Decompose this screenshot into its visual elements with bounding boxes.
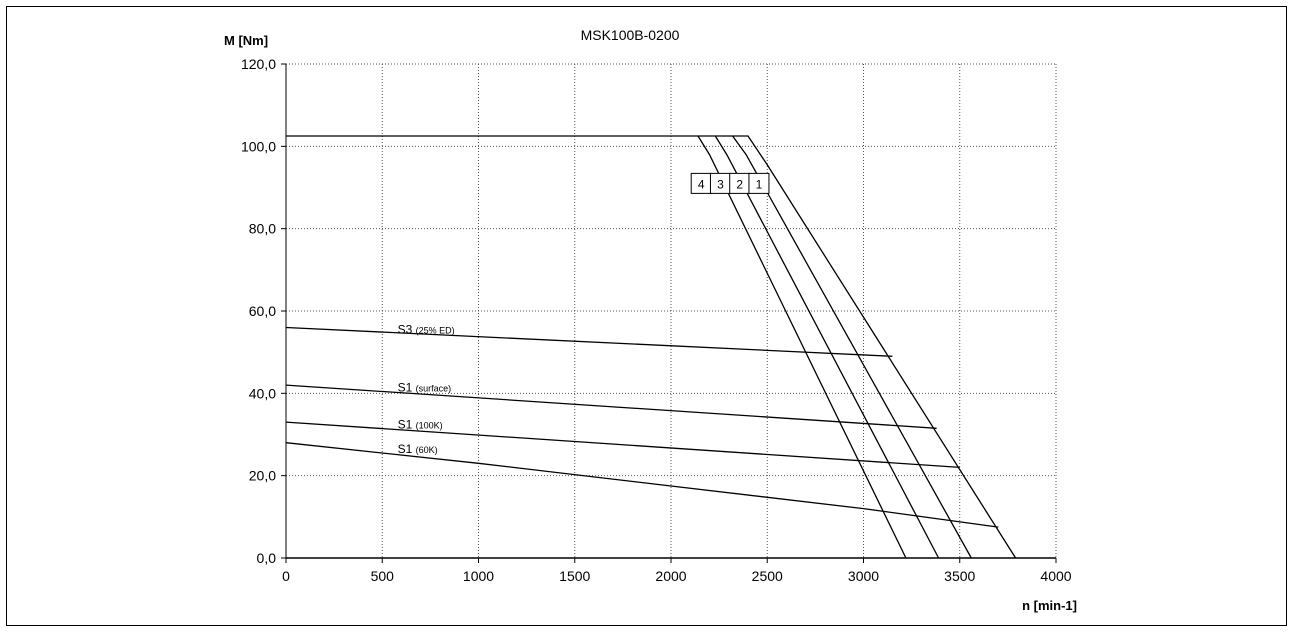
x-tick-label: 3500 bbox=[944, 568, 975, 584]
curve-number-label: 2 bbox=[736, 177, 743, 191]
y-axis-label: M [Nm] bbox=[224, 33, 268, 48]
y-tick-label: 0,0 bbox=[257, 550, 277, 566]
x-tick-label: 1500 bbox=[559, 568, 590, 584]
curve-label: S1 (surface) bbox=[398, 380, 452, 394]
curve-2 bbox=[732, 135, 972, 559]
y-tick-label: 80,0 bbox=[249, 221, 276, 237]
curve-labels: S3 (25% ED) S1 (surface) S1 (100K) S1 (60K)… bbox=[398, 172, 770, 456]
y-tick-label: 120,0 bbox=[241, 56, 276, 72]
y-tick-label: 60,0 bbox=[249, 303, 276, 319]
x-tick-label: 1000 bbox=[463, 568, 494, 584]
y-tick-label: 20,0 bbox=[249, 468, 276, 484]
x-tick-label: 4000 bbox=[1040, 568, 1071, 584]
curve-4 bbox=[697, 135, 907, 559]
curve-s1-100k bbox=[285, 421, 960, 469]
chart-title: MSK100B-0200 bbox=[581, 27, 680, 43]
curves bbox=[285, 135, 1017, 559]
curve-number-box bbox=[748, 172, 770, 194]
y-tick-label: 40,0 bbox=[249, 385, 276, 401]
curve-label: S1 (60K) bbox=[398, 442, 438, 456]
grid-lines bbox=[286, 63, 1057, 558]
curve-number-label: 1 bbox=[756, 177, 763, 191]
x-axis-label: n [min-1] bbox=[1022, 598, 1077, 613]
y-tick-label: 100,0 bbox=[241, 138, 276, 154]
axes bbox=[281, 63, 1057, 563]
x-tick-label: 0 bbox=[282, 568, 290, 584]
curve-number-label: 3 bbox=[717, 177, 724, 191]
curve-s1-60k bbox=[285, 442, 999, 528]
curve-1 bbox=[286, 135, 1017, 559]
curve-s1-surface bbox=[285, 384, 937, 429]
x-tick-label: 3000 bbox=[848, 568, 879, 584]
curve-s3-25-ed bbox=[285, 326, 893, 357]
x-tick-label: 2500 bbox=[752, 568, 783, 584]
curve-label: S3 (25% ED) bbox=[398, 323, 455, 337]
tick-labels: 0 500 1000 1500 2000 2500 3000 3500 4000 0,0 20,0 4… bbox=[241, 56, 1072, 584]
x-tick-label: 2000 bbox=[655, 568, 686, 584]
chart-frame bbox=[6, 6, 1287, 626]
curve-number-label: 4 bbox=[698, 177, 705, 191]
x-tick-label: 500 bbox=[371, 568, 395, 584]
curve-3 bbox=[714, 135, 940, 559]
curve-label: S1 (100K) bbox=[398, 417, 443, 431]
